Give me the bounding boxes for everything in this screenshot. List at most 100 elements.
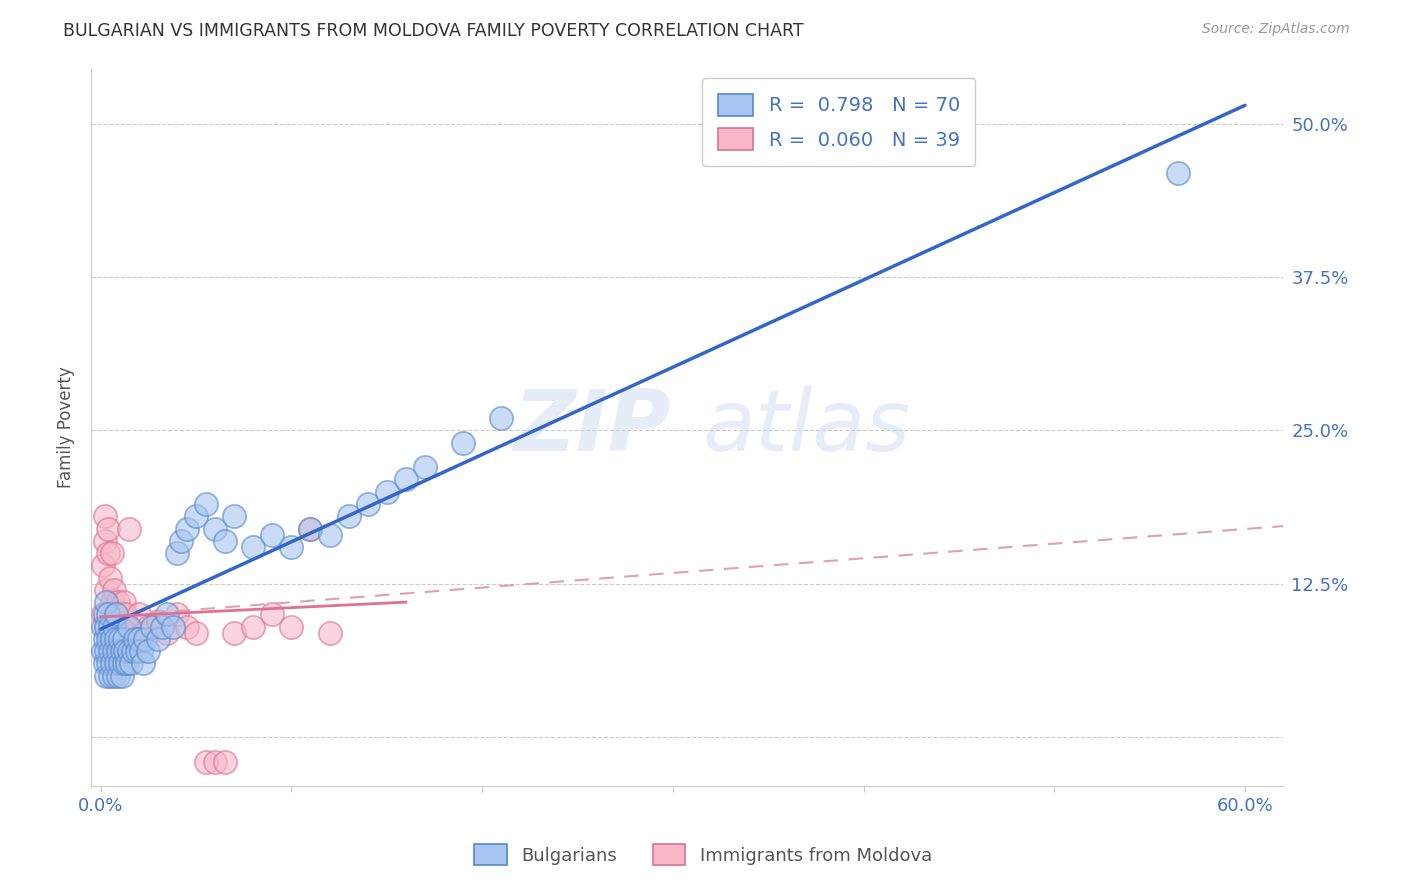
Text: ZIP: ZIP	[513, 386, 671, 469]
Point	[146, 614, 169, 628]
Point	[194, 755, 217, 769]
Point	[176, 620, 198, 634]
Point	[166, 546, 188, 560]
Point	[104, 607, 127, 622]
Point	[108, 620, 131, 634]
Point	[214, 755, 236, 769]
Point	[93, 632, 115, 646]
Point	[104, 632, 127, 646]
Point	[318, 527, 340, 541]
Point	[111, 669, 134, 683]
Point	[107, 644, 129, 658]
Point	[97, 632, 120, 646]
Point	[114, 607, 136, 622]
Point	[103, 620, 125, 634]
Point	[118, 620, 141, 634]
Point	[395, 473, 418, 487]
Point	[162, 620, 184, 634]
Point	[128, 607, 150, 622]
Point	[224, 509, 246, 524]
Point	[170, 533, 193, 548]
Point	[138, 644, 160, 658]
Point	[96, 620, 118, 634]
Point	[112, 595, 135, 609]
Point	[280, 540, 302, 554]
Point	[184, 625, 207, 640]
Point	[204, 755, 226, 769]
Point	[104, 607, 127, 622]
Point	[176, 522, 198, 536]
Point	[101, 632, 124, 646]
Point	[156, 607, 179, 622]
Point	[96, 669, 118, 683]
Point	[97, 522, 120, 536]
Point	[299, 522, 322, 536]
Point	[117, 620, 139, 634]
Point	[125, 644, 148, 658]
Point	[117, 657, 139, 671]
Point	[280, 620, 302, 634]
Point	[204, 522, 226, 536]
Point	[97, 546, 120, 560]
Point	[108, 657, 131, 671]
Point	[97, 657, 120, 671]
Point	[93, 657, 115, 671]
Point	[97, 607, 120, 622]
Point	[91, 558, 114, 573]
Point	[98, 644, 121, 658]
Point	[131, 625, 153, 640]
Point	[124, 632, 146, 646]
Point	[242, 540, 264, 554]
Point	[138, 620, 160, 634]
Point	[337, 509, 360, 524]
Point	[93, 533, 115, 548]
Point	[357, 497, 380, 511]
Point	[318, 625, 340, 640]
Point	[146, 632, 169, 646]
Point	[131, 657, 153, 671]
Point	[111, 644, 134, 658]
Point	[114, 644, 136, 658]
Point	[150, 620, 173, 634]
Point	[96, 620, 118, 634]
Point	[103, 582, 125, 597]
Point	[262, 607, 284, 622]
Point	[118, 522, 141, 536]
Point	[242, 620, 264, 634]
Point	[108, 632, 131, 646]
Point	[451, 435, 474, 450]
Point	[375, 484, 398, 499]
Point	[112, 632, 135, 646]
Point	[98, 632, 121, 646]
Text: BULGARIAN VS IMMIGRANTS FROM MOLDOVA FAMILY POVERTY CORRELATION CHART: BULGARIAN VS IMMIGRANTS FROM MOLDOVA FAM…	[63, 22, 804, 40]
Point	[98, 620, 121, 634]
Point	[96, 595, 118, 609]
Point	[489, 411, 512, 425]
Point	[93, 607, 115, 622]
Point	[120, 657, 142, 671]
Point	[103, 669, 125, 683]
Point	[101, 595, 124, 609]
Point	[184, 509, 207, 524]
Point	[112, 657, 135, 671]
Legend: Bulgarians, Immigrants from Moldova: Bulgarians, Immigrants from Moldova	[465, 835, 941, 874]
Point	[156, 625, 179, 640]
Point	[224, 625, 246, 640]
Point	[118, 644, 141, 658]
Point	[129, 644, 152, 658]
Point	[98, 571, 121, 585]
Point	[101, 657, 124, 671]
Point	[91, 607, 114, 622]
Point	[128, 632, 150, 646]
Point	[96, 582, 118, 597]
Point	[1167, 166, 1189, 180]
Point	[166, 607, 188, 622]
Point	[101, 546, 124, 560]
Point	[91, 644, 114, 658]
Point	[214, 533, 236, 548]
Text: Source: ZipAtlas.com: Source: ZipAtlas.com	[1202, 22, 1350, 37]
Point	[91, 620, 114, 634]
Point	[262, 527, 284, 541]
Point	[299, 522, 322, 536]
Point	[194, 497, 217, 511]
